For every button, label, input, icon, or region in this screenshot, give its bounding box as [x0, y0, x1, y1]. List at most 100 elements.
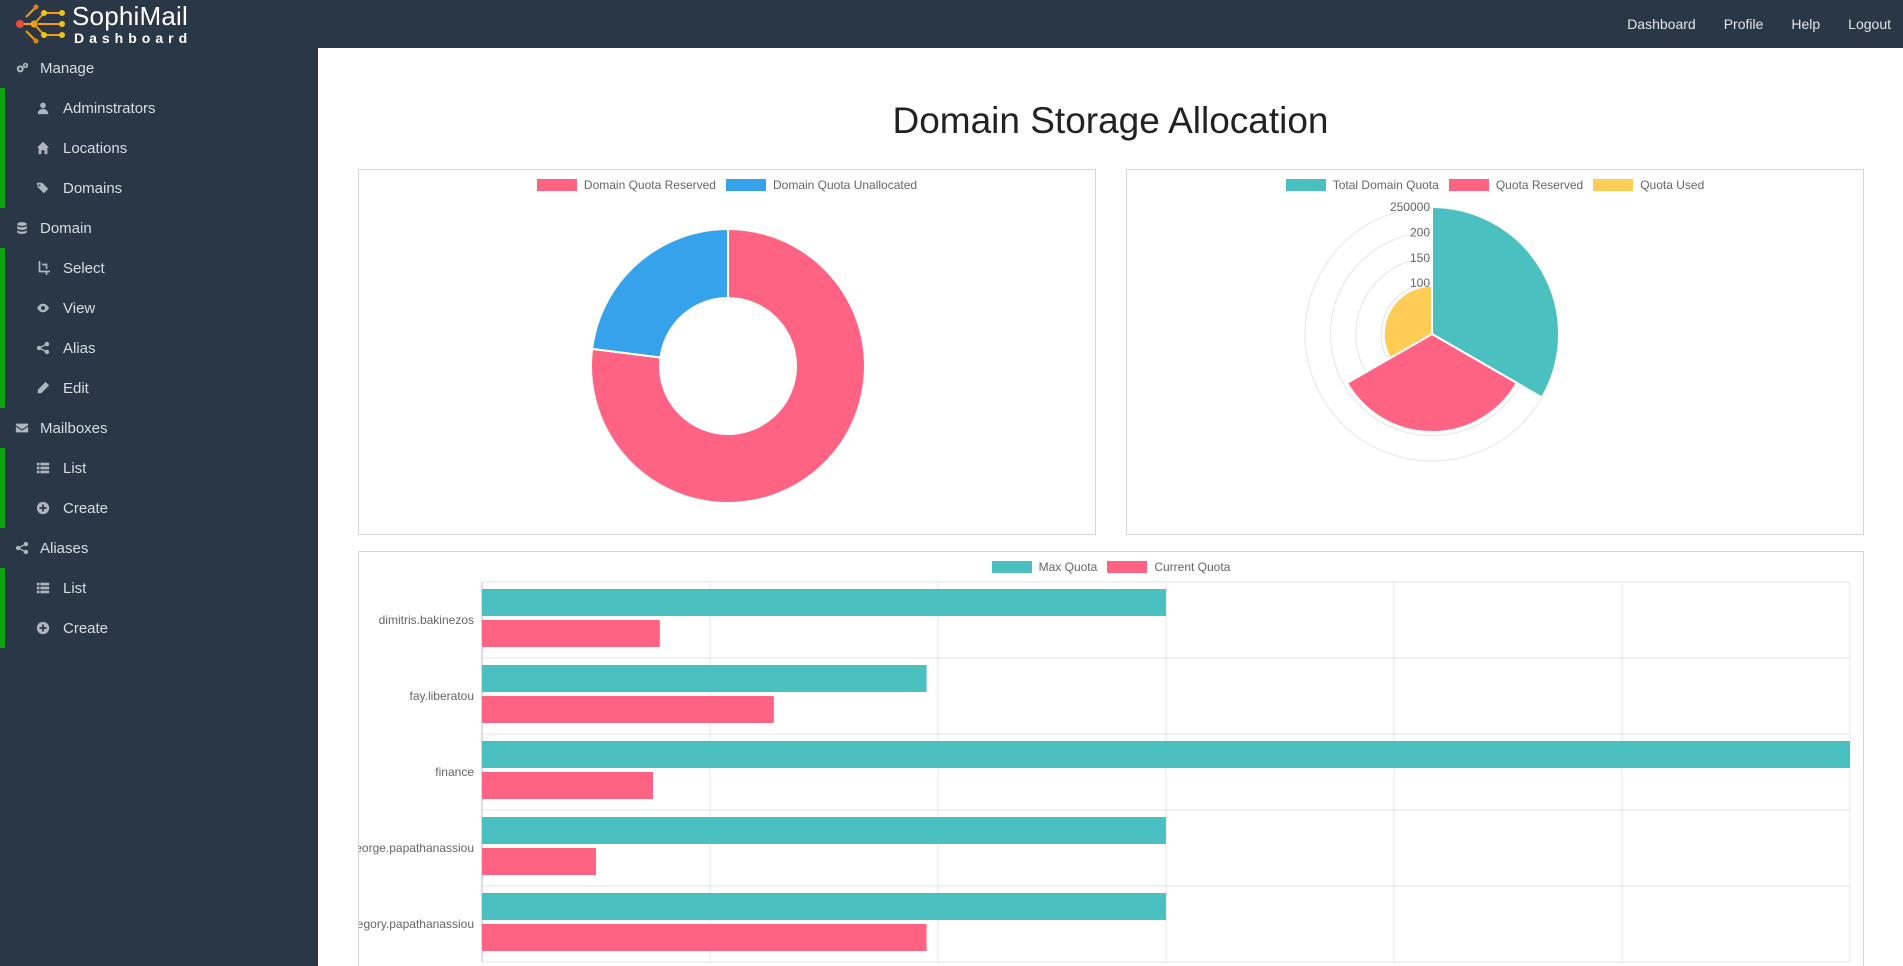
legend-item-current-quota[interactable]: Current Quota: [1107, 560, 1230, 574]
sidebar-item-label: Create: [63, 619, 109, 637]
bar-category-label: fay.liberatou: [410, 689, 474, 703]
bar-max-quota-fay-liberatou[interactable]: [482, 665, 927, 692]
legend-item-max-quota[interactable]: Max Quota: [991, 560, 1098, 574]
sidebar-item-alias[interactable]: Alias: [5, 328, 318, 368]
sidebar-item-label: Create: [63, 499, 109, 517]
sidebar-item-label: Alias: [63, 339, 96, 357]
nav-link-logout[interactable]: Logout: [1848, 16, 1891, 32]
sidebar-item-label: View: [63, 299, 96, 317]
sidebar-item-label: Domains: [63, 179, 123, 197]
sidebar-item-label: Adminstrators: [63, 99, 156, 117]
home-icon: [35, 140, 51, 156]
doughnut-legend: Domain Quota Reserved Domain Quota Unall…: [359, 178, 1095, 192]
bar-legend: Max Quota Current Quota: [359, 560, 1863, 574]
doughnut-slice-domain-quota-reserved[interactable]: [590, 227, 866, 504]
sidebar-item-mailboxes-create[interactable]: Create: [5, 488, 318, 528]
horizontal-bar-chart: dimitris.bakinezos fay.liberatou finance ge…: [359, 581, 1851, 963]
bar-chart-panel: Max Quota Current Quota dimitris.bakinez…: [358, 551, 1864, 966]
gears-icon: [14, 60, 30, 76]
bar-current-quota-george-papathanassiou[interactable]: [482, 848, 596, 875]
doughnut-slice-domain-quota-unallocated[interactable]: [590, 227, 729, 359]
bar-category-label: george.papathanassiou: [359, 841, 474, 855]
legend-item-domain-quota-reserved[interactable]: Domain Quota Reserved: [536, 178, 716, 192]
legend-label: Total Domain Quota: [1332, 178, 1439, 192]
nav-link-help[interactable]: Help: [1791, 16, 1821, 32]
sidebar-group-mailboxes: List Create: [0, 448, 318, 528]
bar-max-quota-finance[interactable]: [482, 741, 1850, 768]
legend-label: Domain Quota Unallocated: [772, 178, 918, 192]
polar-segment-quota-reserved[interactable]: [1345, 332, 1519, 433]
sidebar-group-domain: Select View Alias Edit: [0, 248, 318, 408]
bar-category-label: dimitris.bakinezos: [379, 613, 474, 627]
sidebar-item-aliases-create[interactable]: Create: [5, 608, 318, 648]
legend-item-total-domain-quota[interactable]: Total Domain Quota: [1285, 178, 1439, 192]
crop-icon: [35, 260, 51, 276]
polar-segment-quota-used[interactable]: [1382, 284, 1433, 360]
sidebar-section-label: Aliases: [40, 539, 89, 557]
brand-logo[interactable]: SophiMail Dashboard: [14, 3, 192, 45]
bar-max-quota-gregory-papathanassiou[interactable]: [482, 893, 1166, 920]
sidebar-section-mailboxes[interactable]: Mailboxes: [0, 408, 318, 448]
legend-item-domain-quota-unallocated[interactable]: Domain Quota Unallocated: [725, 178, 918, 192]
sidebar: Manage Adminstrators Locations Domains D…: [0, 48, 318, 966]
nav-link-dashboard[interactable]: Dashboard: [1627, 16, 1696, 32]
sidebar-section-label: Mailboxes: [40, 419, 108, 437]
legend-label: Max Quota: [1038, 560, 1098, 574]
sidebar-section-label: Domain: [40, 219, 92, 237]
nav-link-profile[interactable]: Profile: [1723, 16, 1764, 32]
legend-item-quota-reserved[interactable]: Quota Reserved: [1448, 178, 1584, 192]
doughnut-chart: [590, 227, 866, 504]
brand-title: SophiMail: [72, 1, 188, 31]
database-icon: [14, 220, 30, 236]
sidebar-item-edit[interactable]: Edit: [5, 368, 318, 408]
share-icon: [35, 340, 51, 356]
polar-segment-total-domain-quota[interactable]: [1431, 205, 1560, 399]
legend-swatch: [536, 179, 577, 191]
legend-swatch: [991, 561, 1032, 573]
polar-tick-label: 100: [1410, 276, 1430, 290]
legend-label: Current Quota: [1154, 560, 1231, 574]
sophimail-logo-icon: [16, 4, 65, 44]
sidebar-section-label: Manage: [40, 59, 95, 77]
sidebar-item-select[interactable]: Select: [5, 248, 318, 288]
plus-circle-icon: [35, 620, 51, 636]
sidebar-section-manage[interactable]: Manage: [0, 48, 318, 88]
bar-current-quota-dimitris-bakinezos[interactable]: [482, 620, 660, 647]
sidebar-item-locations[interactable]: Locations: [5, 128, 318, 168]
sidebar-item-view[interactable]: View: [5, 288, 318, 328]
bar-current-quota-gregory-papathanassiou[interactable]: [482, 924, 927, 951]
bar-max-quota-george-papathanassiou[interactable]: [482, 817, 1166, 844]
sidebar-item-label: Select: [63, 259, 105, 277]
legend-item-quota-used[interactable]: Quota Used: [1593, 178, 1704, 192]
sidebar-item-domains[interactable]: Domains: [5, 168, 318, 208]
bar-max-quota-dimitris-bakinezos[interactable]: [482, 589, 1166, 616]
bar-category-label: finance: [435, 765, 474, 779]
sidebar-item-aliases-list[interactable]: List: [5, 568, 318, 608]
sidebar-section-aliases[interactable]: Aliases: [0, 528, 318, 568]
sidebar-section-domain[interactable]: Domain: [0, 208, 318, 248]
page-title: Domain Storage Allocation: [892, 100, 1329, 141]
bar-current-quota-fay-liberatou[interactable]: [482, 696, 774, 723]
sidebar-group-aliases: List Create: [0, 568, 318, 648]
bar-current-quota-finance[interactable]: [482, 772, 653, 799]
plus-circle-icon: [35, 500, 51, 516]
legend-swatch: [1107, 561, 1148, 573]
sidebar-item-label: List: [63, 579, 87, 597]
pencil-icon: [35, 380, 51, 396]
main-content: Domain Storage Allocation Domain Quota R…: [318, 48, 1903, 966]
polar-tick-label: 250000: [1390, 200, 1430, 214]
brand-subtitle: Dashboard: [74, 30, 193, 46]
envelope-icon: [14, 420, 30, 436]
sidebar-item-label: Locations: [63, 139, 128, 157]
eye-icon: [35, 300, 51, 316]
polar-tick-label: 150: [1410, 251, 1430, 265]
polar-area-chart-panel: Total Domain Quota Quota Reserved Quota …: [1126, 169, 1864, 535]
doughnut-chart-panel: Domain Quota Reserved Domain Quota Unall…: [358, 169, 1096, 535]
legend-label: Quota Used: [1640, 178, 1705, 192]
legend-label: Quota Reserved: [1495, 178, 1584, 192]
legend-swatch: [1593, 179, 1634, 191]
sidebar-item-mailboxes-list[interactable]: List: [5, 448, 318, 488]
sidebar-item-adminstrators[interactable]: Adminstrators: [5, 88, 318, 128]
tags-icon: [35, 180, 51, 196]
sidebar-group-manage: Adminstrators Locations Domains: [0, 88, 318, 208]
